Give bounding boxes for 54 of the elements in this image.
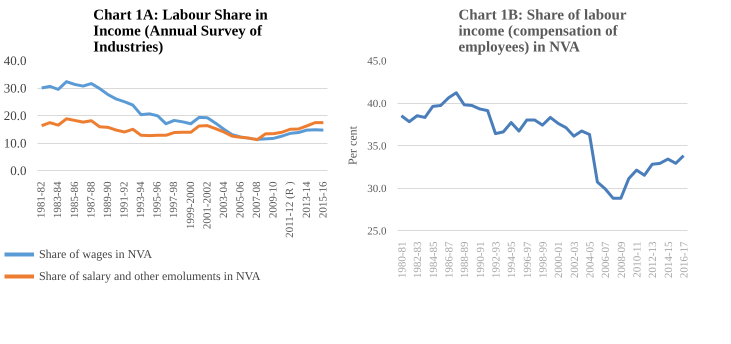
- x-tick-label: 1995-96: [152, 181, 164, 218]
- x-tick-label: 2003-04: [218, 181, 230, 218]
- x-tick-label: 2000-01: [553, 241, 566, 278]
- x-tick-label: 1983-84: [52, 181, 64, 218]
- x-tick-label: 2009-10: [268, 181, 280, 218]
- y-tick-label: 40.0: [4, 53, 26, 68]
- legend-label: Share of salary and other emoluments in NVA: [39, 268, 260, 284]
- x-tick-label: 1988-89: [459, 241, 472, 278]
- line-series: [400, 91, 686, 200]
- x-tick-label: 2015-16: [317, 181, 330, 218]
- x-tick-label: 1997-98: [168, 181, 180, 218]
- y-tick-label: 40.0: [367, 98, 387, 110]
- x-tick-label: 1985-86: [68, 181, 81, 218]
- y-tick-label: 20.0: [4, 108, 26, 123]
- x-tick-label: 2013-14: [300, 181, 313, 218]
- chart-title: Chart 1A: Labour Share in Income (Annual Survey of Industries): [93, 8, 268, 56]
- x-tick-label: 2010-11: [632, 241, 644, 278]
- y-tick-label: 35.0: [367, 140, 387, 152]
- x-tick-label: 2005-06: [234, 181, 246, 218]
- x-tick-label: 1990-91: [474, 241, 487, 278]
- y-axis-title: Per cent: [345, 125, 360, 165]
- legend-label: Share of wages in NVA: [39, 246, 152, 262]
- x-tick-label: 2008-09: [616, 241, 628, 278]
- x-tick-label: 1984-85: [428, 241, 440, 278]
- x-tick-label: 1987-88: [85, 181, 98, 218]
- y-tick-label: 30.0: [4, 80, 26, 96]
- x-tick-label: 1996-97: [522, 241, 534, 278]
- x-tick-label: 1989-90: [102, 181, 114, 218]
- y-tick-label: 25.0: [367, 226, 387, 238]
- y-tick-label: 0.0: [10, 163, 26, 178]
- x-tick-label: 2006-07: [600, 241, 612, 278]
- x-tick-label: 2001-2002: [201, 181, 214, 230]
- line-series: [40, 117, 325, 142]
- x-tick-label: 1993-94: [135, 181, 148, 218]
- x-tick-label: 2014-15: [662, 241, 675, 278]
- x-tick-label: 2012-13: [647, 241, 660, 278]
- x-tick-label: 1986-87: [443, 241, 456, 278]
- chart-title: Chart 1B: Share of labour income (compensation of employees) in NVA: [458, 8, 627, 56]
- x-tick-label: 2011-12 (R ): [284, 181, 296, 238]
- x-tick-label: 1994-95: [506, 241, 518, 278]
- x-tick-label: 2016-17: [678, 241, 691, 278]
- x-tick-label: 1980-81: [396, 241, 408, 278]
- y-tick-label: 45.0: [367, 56, 387, 68]
- x-tick-label: 2004-05: [584, 241, 597, 278]
- x-tick-label: 1992-93: [490, 241, 502, 278]
- y-tick-label: 10.0: [4, 136, 26, 150]
- x-tick-label: 1998-99: [538, 241, 550, 278]
- x-tick-label: 1982-83: [412, 241, 424, 278]
- x-tick-label: 1991-92: [118, 181, 130, 218]
- x-tick-label: 1981-82: [36, 181, 48, 218]
- x-tick-label: 1999-2000: [184, 181, 197, 230]
- y-tick-label: 30.0: [367, 183, 387, 195]
- x-tick-label: 2007-08: [251, 181, 264, 218]
- x-tick-label: 2002-03: [568, 241, 581, 278]
